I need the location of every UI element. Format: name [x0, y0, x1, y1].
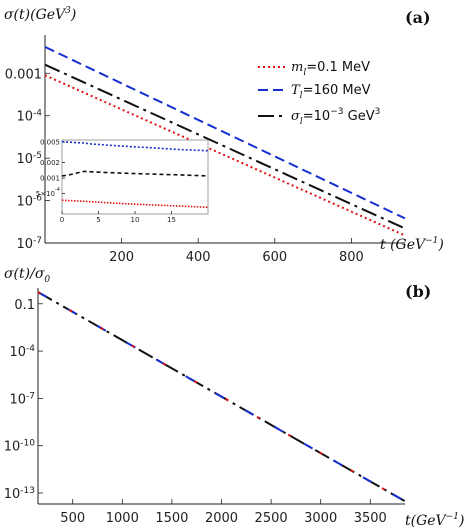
series-line-1 — [37, 291, 406, 503]
inset-series-group — [61, 140, 209, 209]
inset-series-line-1 — [61, 170, 209, 177]
panel-b-y-axis-title: σ(t)/σ0 — [4, 266, 50, 285]
panel-a-inset: 0 5 10 15 0.005 0.002 0.001 5×10-4 — [36, 139, 209, 224]
legend-label-tl: Tl=160 MeV — [291, 83, 371, 101]
panel-b-tag: (b) — [405, 282, 431, 301]
panel-a-tag: (a) — [405, 8, 431, 27]
x-tick-label: 1500 — [155, 511, 188, 526]
series-line-1 — [44, 45, 406, 220]
series-line-2 — [44, 63, 406, 230]
x-tick-label: 3000 — [304, 511, 337, 526]
x-tick-label: 400 — [186, 250, 211, 265]
inset-series-line-0 — [61, 140, 209, 152]
panel-b-y-ticks: 0.1 10-4 10-7 10-10 10-13 — [4, 298, 43, 502]
inset-x-tick-label: 15 — [167, 216, 176, 224]
panel-a-x-ticks: 200 400 600 800 — [109, 238, 364, 265]
inset-x-tick-label: 0 — [60, 216, 64, 224]
legend-label-sigma: σl=10−3 GeV3 — [291, 107, 380, 127]
panel-a-legend: ml=0.1 MeV Tl=160 MeV σl=10−3 GeV3 — [258, 60, 380, 127]
y-tick-label: 0.001 — [40, 175, 60, 183]
x-tick-label: 500 — [60, 511, 85, 526]
inset-x-tick-label: 5 — [96, 216, 100, 224]
x-tick-label: 800 — [339, 250, 364, 265]
x-tick-label: 3500 — [354, 511, 387, 526]
y-tick-label: 0.001 — [5, 67, 42, 82]
inset-ticks: 0 5 10 15 0.005 0.002 0.001 5×10-4 — [36, 139, 176, 224]
x-tick-label: 600 — [262, 250, 287, 265]
y-tick-label: 10-4 — [16, 109, 42, 125]
y-tick-label: 10-10 — [4, 439, 36, 455]
panel-b-x-axis-title: t(GeV−1) — [405, 512, 464, 529]
panel-a: (a) σ(t)(GeV3) 200 400 600 800 0.001 10-4 10-… — [4, 6, 444, 265]
panel-b: (b) σ(t)/σ0 500 1000 1500 2000 2500 3000 3500 … — [4, 266, 465, 529]
inset-frame — [61, 139, 209, 215]
panel-a-y-ticks: 0.001 10-4 10-5 10-6 10-7 — [5, 67, 50, 252]
panel-a-series-group — [44, 45, 406, 237]
panel-a-x-axis-title: t (GeV−1) — [380, 236, 444, 253]
y-tick-label: 0.005 — [40, 139, 60, 147]
inset-series-line-2 — [61, 199, 209, 209]
y-tick-label: 10-13 — [4, 486, 35, 502]
y-tick-label: 10-7 — [16, 236, 42, 252]
panel-a-y-axis-title: σ(t)(GeV3) — [4, 6, 76, 23]
y-tick-label: 0.1 — [14, 298, 35, 313]
inset-x-tick-label: 10 — [131, 216, 140, 224]
panel-b-x-ticks: 500 1000 1500 2000 2500 3000 3500 — [60, 499, 387, 526]
x-tick-label: 200 — [109, 250, 134, 265]
x-tick-label: 2500 — [255, 511, 288, 526]
y-tick-label: 10-5 — [16, 151, 42, 167]
y-tick-label: 5×10-4 — [36, 187, 60, 198]
panel-b-series-group — [37, 291, 406, 503]
y-tick-label: 0.002 — [40, 159, 60, 167]
legend-label-ml: ml=0.1 MeV — [291, 60, 370, 78]
y-tick-label: 10-4 — [9, 344, 35, 360]
x-tick-label: 1000 — [106, 511, 139, 526]
x-tick-label: 2000 — [205, 511, 238, 526]
series-line-0 — [44, 74, 406, 237]
y-tick-label: 10-7 — [9, 391, 35, 407]
y-tick-label: 10-6 — [16, 194, 42, 210]
